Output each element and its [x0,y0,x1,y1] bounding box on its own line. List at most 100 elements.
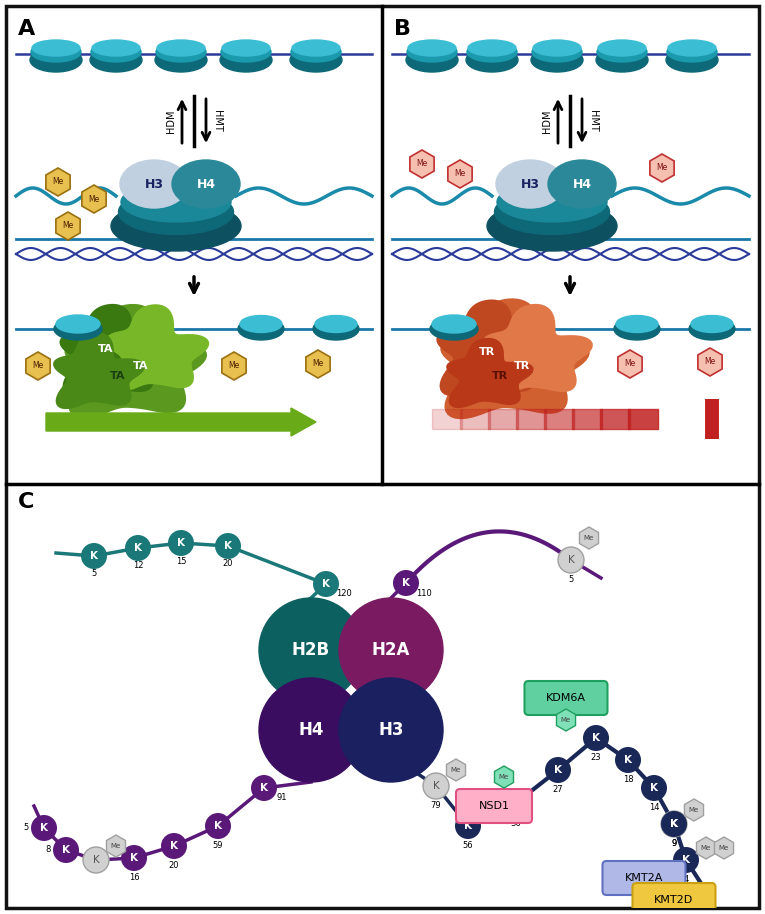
Ellipse shape [90,48,142,72]
Ellipse shape [221,42,271,62]
Text: 8: 8 [45,845,50,855]
Polygon shape [82,185,106,213]
Ellipse shape [54,318,102,340]
Circle shape [661,811,687,837]
Circle shape [53,837,79,863]
Polygon shape [56,212,80,240]
Text: Me: Me [705,357,715,367]
Text: Me: Me [451,767,461,773]
Ellipse shape [119,189,233,235]
Circle shape [503,790,529,816]
Circle shape [339,678,443,782]
Ellipse shape [91,42,141,62]
Text: K: K [624,755,632,765]
Ellipse shape [408,40,456,56]
Circle shape [393,570,419,596]
Ellipse shape [597,42,647,62]
Polygon shape [53,332,145,409]
Circle shape [673,847,699,873]
Polygon shape [46,168,70,196]
Ellipse shape [533,40,581,56]
Text: K: K [464,821,472,831]
Text: 23: 23 [591,753,601,762]
Ellipse shape [240,315,282,333]
Circle shape [339,598,443,702]
Ellipse shape [111,201,241,251]
Ellipse shape [32,40,80,56]
Ellipse shape [468,40,516,56]
Text: K: K [322,579,330,589]
Ellipse shape [666,48,718,72]
Polygon shape [60,303,170,396]
Text: K: K [402,578,410,588]
Text: TR: TR [492,371,508,381]
Text: K: K [177,538,185,548]
Ellipse shape [531,48,583,72]
Text: KDM6A: KDM6A [546,693,586,703]
Ellipse shape [155,48,207,72]
Text: Me: Me [499,774,509,780]
Ellipse shape [689,318,735,340]
Bar [628,409,658,429]
Text: 91: 91 [277,793,287,802]
Text: K: K [134,543,142,553]
Ellipse shape [596,48,648,72]
Polygon shape [436,300,552,396]
Text: K: K [671,819,677,829]
Circle shape [558,547,584,573]
Ellipse shape [157,40,205,56]
Bar [572,409,602,429]
Ellipse shape [406,48,458,72]
Text: Me: Me [688,807,699,813]
Text: K: K [670,819,678,829]
Text: NSD1: NSD1 [478,801,509,811]
Polygon shape [448,160,472,188]
Text: K: K [512,798,520,808]
Circle shape [125,535,151,561]
FancyBboxPatch shape [6,6,759,908]
Text: K: K [260,783,268,793]
Circle shape [31,815,57,841]
Circle shape [313,571,339,597]
Polygon shape [685,799,704,821]
Text: 36: 36 [510,819,522,827]
Polygon shape [715,837,734,859]
Text: TA: TA [133,361,148,371]
Text: H4: H4 [298,721,324,739]
Circle shape [545,757,571,783]
Bar [460,409,490,429]
Text: K: K [90,551,98,561]
Ellipse shape [121,182,231,222]
Circle shape [641,775,667,801]
Text: K: K [93,855,99,865]
Circle shape [615,747,641,773]
Text: Me: Me [584,535,594,541]
Text: H4: H4 [197,177,216,190]
Ellipse shape [222,40,270,56]
Polygon shape [446,338,534,409]
Ellipse shape [668,40,716,56]
Ellipse shape [291,42,341,62]
Polygon shape [440,298,590,420]
Polygon shape [698,348,722,376]
Text: 18: 18 [623,775,633,784]
Text: 15: 15 [176,557,186,566]
Text: H4: H4 [572,177,591,190]
Ellipse shape [220,48,272,72]
Text: K: K [62,845,70,855]
Text: C: C [18,492,34,512]
Polygon shape [447,759,466,781]
Ellipse shape [156,42,206,62]
Ellipse shape [548,160,616,208]
Circle shape [661,811,687,837]
Polygon shape [494,766,513,788]
Ellipse shape [497,182,607,222]
Text: KMT2A: KMT2A [625,873,663,883]
Text: 5: 5 [24,824,28,833]
Circle shape [661,811,687,837]
Ellipse shape [315,315,357,333]
Text: KMT2D: KMT2D [654,895,694,905]
Polygon shape [64,304,207,419]
Circle shape [161,833,187,859]
Text: 27: 27 [552,785,563,794]
